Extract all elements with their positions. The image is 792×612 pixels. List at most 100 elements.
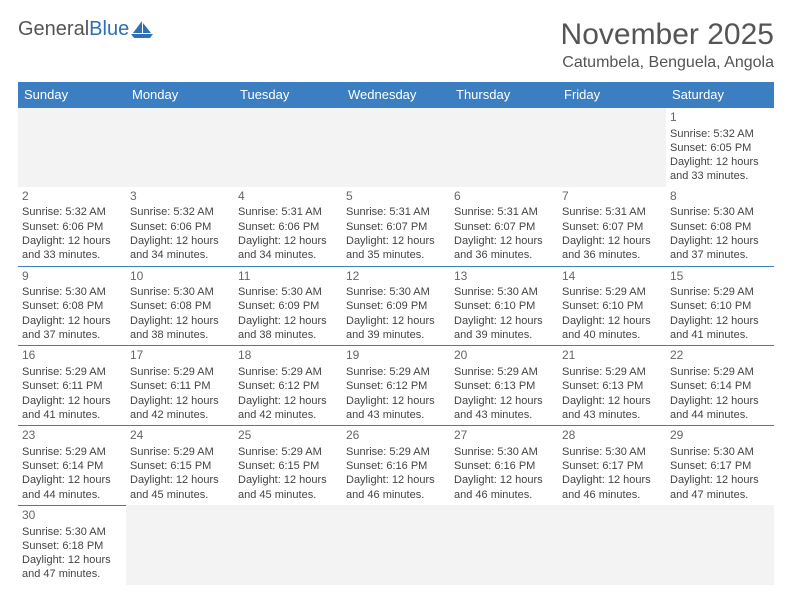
day-number: 22 [670, 348, 770, 364]
daylight1-text: Daylight: 12 hours [130, 234, 230, 248]
sunrise-text: Sunrise: 5:30 AM [562, 445, 662, 459]
empty-cell [666, 505, 774, 584]
daylight2-text: and 44 minutes. [670, 408, 770, 422]
daylight2-text: and 36 minutes. [454, 248, 554, 262]
empty-cell [450, 108, 558, 187]
sunrise-text: Sunrise: 5:29 AM [454, 365, 554, 379]
logo-text-b: Blue [89, 18, 129, 41]
sunrise-text: Sunrise: 5:29 AM [130, 445, 230, 459]
day-cell: 1Sunrise: 5:32 AMSunset: 6:05 PMDaylight… [666, 108, 774, 187]
sunset-text: Sunset: 6:15 PM [238, 459, 338, 473]
sunrise-text: Sunrise: 5:30 AM [454, 445, 554, 459]
daylight2-text: and 38 minutes. [238, 328, 338, 342]
day-cell: 9Sunrise: 5:30 AMSunset: 6:08 PMDaylight… [18, 266, 126, 346]
sunrise-text: Sunrise: 5:29 AM [346, 365, 446, 379]
sunset-text: Sunset: 6:13 PM [562, 379, 662, 393]
sunset-text: Sunset: 6:13 PM [454, 379, 554, 393]
daylight1-text: Daylight: 12 hours [562, 394, 662, 408]
sunrise-text: Sunrise: 5:32 AM [22, 205, 122, 219]
sunset-text: Sunset: 6:10 PM [562, 299, 662, 313]
col-tuesday: Tuesday [234, 82, 342, 108]
sunrise-text: Sunrise: 5:30 AM [22, 525, 122, 539]
sunset-text: Sunset: 6:06 PM [238, 220, 338, 234]
daylight1-text: Daylight: 12 hours [238, 473, 338, 487]
day-cell: 5Sunrise: 5:31 AMSunset: 6:07 PMDaylight… [342, 187, 450, 266]
day-number: 25 [238, 428, 338, 444]
sunset-text: Sunset: 6:09 PM [238, 299, 338, 313]
day-cell: 29Sunrise: 5:30 AMSunset: 6:17 PMDayligh… [666, 426, 774, 506]
sunset-text: Sunset: 6:14 PM [22, 459, 122, 473]
daylight2-text: and 46 minutes. [346, 488, 446, 502]
day-cell: 12Sunrise: 5:30 AMSunset: 6:09 PMDayligh… [342, 266, 450, 346]
day-number: 5 [346, 189, 446, 205]
daylight1-text: Daylight: 12 hours [346, 234, 446, 248]
sunset-text: Sunset: 6:11 PM [22, 379, 122, 393]
day-cell: 14Sunrise: 5:29 AMSunset: 6:10 PMDayligh… [558, 266, 666, 346]
day-cell: 2Sunrise: 5:32 AMSunset: 6:06 PMDaylight… [18, 187, 126, 266]
day-cell: 8Sunrise: 5:30 AMSunset: 6:08 PMDaylight… [666, 187, 774, 266]
day-number: 8 [670, 189, 770, 205]
col-friday: Friday [558, 82, 666, 108]
sunset-text: Sunset: 6:16 PM [346, 459, 446, 473]
day-cell: 24Sunrise: 5:29 AMSunset: 6:15 PMDayligh… [126, 426, 234, 506]
sunset-text: Sunset: 6:10 PM [670, 299, 770, 313]
sunset-text: Sunset: 6:10 PM [454, 299, 554, 313]
sunrise-text: Sunrise: 5:30 AM [454, 285, 554, 299]
daylight1-text: Daylight: 12 hours [670, 394, 770, 408]
sunrise-text: Sunrise: 5:31 AM [454, 205, 554, 219]
daylight2-text: and 40 minutes. [562, 328, 662, 342]
day-number: 27 [454, 428, 554, 444]
day-cell: 23Sunrise: 5:29 AMSunset: 6:14 PMDayligh… [18, 426, 126, 506]
daylight2-text: and 43 minutes. [562, 408, 662, 422]
daylight2-text: and 37 minutes. [22, 328, 122, 342]
daylight1-text: Daylight: 12 hours [238, 394, 338, 408]
daylight1-text: Daylight: 12 hours [22, 473, 122, 487]
day-number: 3 [130, 189, 230, 205]
daylight1-text: Daylight: 12 hours [346, 473, 446, 487]
daylight1-text: Daylight: 12 hours [454, 473, 554, 487]
sunset-text: Sunset: 6:15 PM [130, 459, 230, 473]
sunset-text: Sunset: 6:17 PM [562, 459, 662, 473]
daylight2-text: and 38 minutes. [130, 328, 230, 342]
day-number: 10 [130, 269, 230, 285]
sunset-text: Sunset: 6:06 PM [130, 220, 230, 234]
day-cell: 28Sunrise: 5:30 AMSunset: 6:17 PMDayligh… [558, 426, 666, 506]
sunset-text: Sunset: 6:11 PM [130, 379, 230, 393]
day-cell: 4Sunrise: 5:31 AMSunset: 6:06 PMDaylight… [234, 187, 342, 266]
week-row: 9Sunrise: 5:30 AMSunset: 6:08 PMDaylight… [18, 266, 774, 346]
daylight1-text: Daylight: 12 hours [670, 155, 770, 169]
sunrise-text: Sunrise: 5:31 AM [238, 205, 338, 219]
logo-text-a: General [18, 18, 89, 41]
day-number: 21 [562, 348, 662, 364]
day-cell: 7Sunrise: 5:31 AMSunset: 6:07 PMDaylight… [558, 187, 666, 266]
daylight2-text: and 35 minutes. [346, 248, 446, 262]
day-number: 12 [346, 269, 446, 285]
daylight2-text: and 41 minutes. [670, 328, 770, 342]
calendar-table: Sunday Monday Tuesday Wednesday Thursday… [18, 82, 774, 585]
daylight1-text: Daylight: 12 hours [22, 553, 122, 567]
daylight1-text: Daylight: 12 hours [562, 473, 662, 487]
empty-cell [342, 505, 450, 584]
sunrise-text: Sunrise: 5:30 AM [670, 205, 770, 219]
sunset-text: Sunset: 6:14 PM [670, 379, 770, 393]
sunset-text: Sunset: 6:07 PM [454, 220, 554, 234]
daylight1-text: Daylight: 12 hours [22, 234, 122, 248]
week-row: 16Sunrise: 5:29 AMSunset: 6:11 PMDayligh… [18, 346, 774, 426]
header: GeneralBlue November 2025 Catumbela, Ben… [18, 18, 774, 72]
sunset-text: Sunset: 6:12 PM [346, 379, 446, 393]
daylight2-text: and 45 minutes. [238, 488, 338, 502]
daylight1-text: Daylight: 12 hours [22, 394, 122, 408]
sunset-text: Sunset: 6:06 PM [22, 220, 122, 234]
sunrise-text: Sunrise: 5:29 AM [562, 285, 662, 299]
sunrise-text: Sunrise: 5:29 AM [238, 445, 338, 459]
col-thursday: Thursday [450, 82, 558, 108]
week-row: 1Sunrise: 5:32 AMSunset: 6:05 PMDaylight… [18, 108, 774, 187]
day-cell: 22Sunrise: 5:29 AMSunset: 6:14 PMDayligh… [666, 346, 774, 426]
day-number: 26 [346, 428, 446, 444]
sunrise-text: Sunrise: 5:30 AM [346, 285, 446, 299]
day-cell: 26Sunrise: 5:29 AMSunset: 6:16 PMDayligh… [342, 426, 450, 506]
daylight2-text: and 36 minutes. [562, 248, 662, 262]
day-number: 19 [346, 348, 446, 364]
daylight1-text: Daylight: 12 hours [454, 234, 554, 248]
calendar-body: 1Sunrise: 5:32 AMSunset: 6:05 PMDaylight… [18, 108, 774, 585]
